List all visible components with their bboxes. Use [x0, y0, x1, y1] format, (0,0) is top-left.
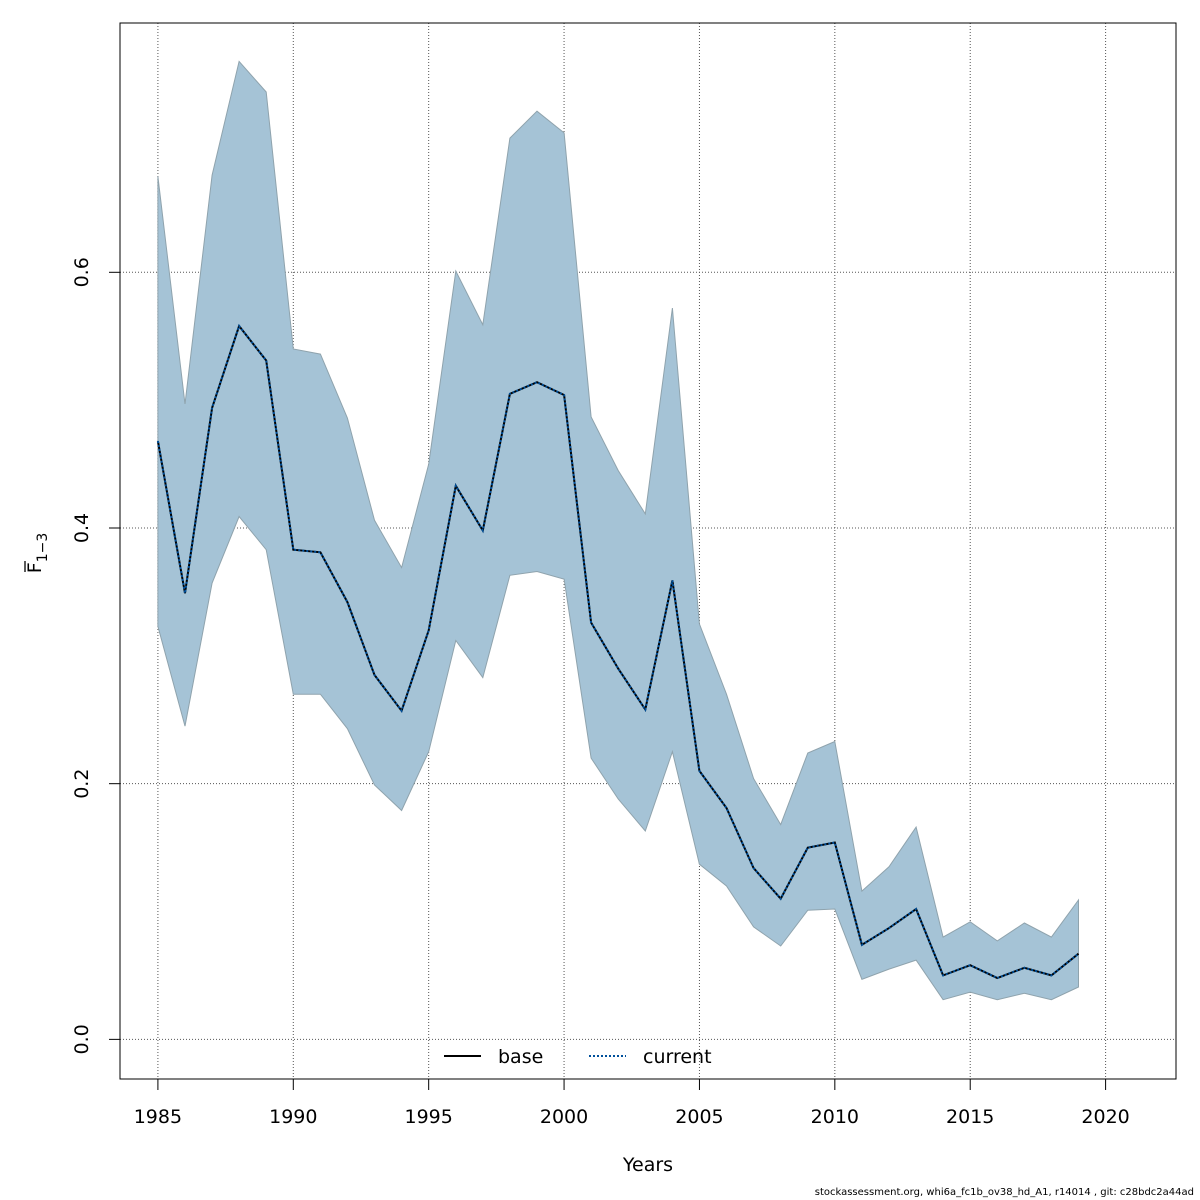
x-axis: 1985 1990 1995 2000 2005 2010 2015 2020 [134, 1078, 1130, 1128]
x-tick-label: 2020 [1081, 1106, 1129, 1128]
svg-text:F1−3: F1−3 [24, 533, 51, 573]
x-tick-label: 1990 [269, 1106, 317, 1128]
legend-label-current: current [643, 1046, 712, 1068]
x-axis-title: Years [622, 1154, 673, 1176]
y-tick-label: 0.0 [71, 1024, 93, 1054]
x-tick-label: 1985 [134, 1106, 182, 1128]
y-axis-title: F1−3 [24, 533, 51, 573]
legend-label-base: base [498, 1046, 543, 1068]
y-axis-title-base: F [24, 562, 46, 573]
y-tick-label: 0.2 [71, 769, 93, 799]
y-tick-label: 0.6 [71, 257, 93, 287]
y-axis-title-subscript: 1−3 [35, 533, 51, 563]
y-axis: 0.0 0.2 0.4 0.6 [71, 257, 121, 1055]
x-tick-label: 2000 [540, 1106, 588, 1128]
y-tick-label: 0.4 [71, 513, 93, 543]
series-line-current [156, 323, 1080, 980]
x-tick-label: 2010 [811, 1106, 859, 1128]
x-tick-label: 2015 [946, 1106, 994, 1128]
confidence-band [157, 60, 1079, 1001]
x-tick-label: 2005 [675, 1106, 723, 1128]
x-tick-label: 1995 [404, 1106, 452, 1128]
footer-caption: stockassessment.org, whi6a_fc1b_ov38_hd_… [814, 1187, 1194, 1198]
legend: base current [444, 1046, 712, 1068]
